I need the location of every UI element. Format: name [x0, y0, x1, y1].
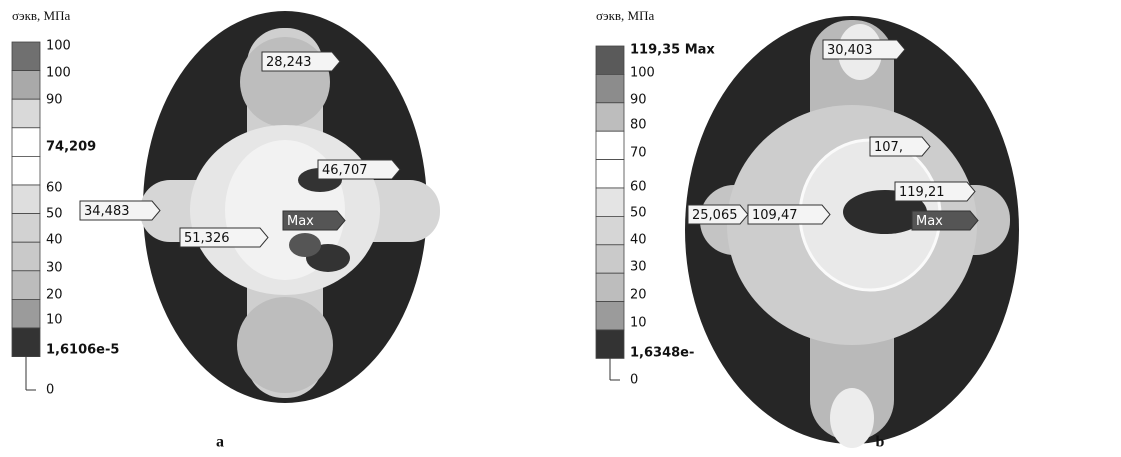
legend-label: 30 [630, 260, 647, 275]
model-b [685, 16, 1019, 448]
legend-swatch [596, 160, 624, 188]
legend-swatch [12, 71, 40, 100]
legend-label: 0 [46, 383, 54, 398]
legend-label: 60 [46, 181, 63, 196]
probe-label: 51,326 [184, 231, 230, 246]
probe-label: 28,243 [266, 55, 312, 70]
legend-swatch [596, 131, 624, 159]
legend-swatch [12, 214, 40, 243]
legend-swatch [596, 46, 624, 74]
legend-label: 20 [630, 288, 647, 303]
legend-label: 80 [630, 118, 647, 133]
legend-label: 74,209 [46, 140, 96, 155]
legend-swatch [596, 74, 624, 102]
panel-caption: a [216, 434, 224, 451]
figure: σэкв, МПа1001009074,2096050403020101,610… [0, 0, 1121, 457]
legend-swatch [596, 302, 624, 330]
probe-label: 107, [874, 140, 903, 155]
probe-label: 25,065 [692, 208, 738, 223]
axis-title: σэкв, МПа [12, 8, 70, 23]
probe-label: Max [916, 214, 943, 229]
legend-swatch [12, 185, 40, 214]
legend-swatch [596, 330, 624, 358]
legend-swatch [12, 271, 40, 300]
legend-label: 10 [630, 316, 647, 331]
legend-label: 1,6348e- [630, 346, 694, 361]
legend-swatch [12, 328, 40, 357]
legend-swatch [12, 242, 40, 271]
legend-label: 40 [46, 233, 63, 248]
legend-swatch [12, 156, 40, 185]
legend-label: 0 [630, 373, 638, 388]
probe-label: 34,483 [84, 204, 130, 219]
probe-label: 109,47 [752, 208, 798, 223]
legend-swatch [596, 273, 624, 301]
legend-label: 60 [630, 180, 647, 195]
legend-label: 90 [46, 93, 63, 108]
legend-label: 10 [46, 313, 63, 328]
legend-swatch [12, 99, 40, 128]
legend-label: 50 [630, 206, 647, 221]
legend-swatch [596, 245, 624, 273]
legend-swatch [596, 216, 624, 244]
legend-label: 119,35 Max [630, 43, 715, 58]
legend-label: 40 [630, 233, 647, 248]
legend-label: 90 [630, 93, 647, 108]
legend-swatch [596, 103, 624, 131]
axis-title: σэкв, МПа [596, 8, 654, 23]
legend-label: 50 [46, 207, 63, 222]
legend-swatch [12, 42, 40, 71]
probe-label: 30,403 [827, 43, 873, 58]
probe-label: Max [287, 214, 314, 229]
legend-label: 100 [46, 39, 71, 54]
legend-label: 100 [46, 66, 71, 81]
probe-label: 46,707 [322, 163, 368, 178]
page: σэкв, МПа1001009074,2096050403020101,610… [0, 0, 1121, 457]
panel-caption: b [876, 434, 885, 451]
legend-swatch [12, 299, 40, 328]
legend-swatch [12, 128, 40, 157]
probe-label: 119,21 [899, 185, 945, 200]
legend-label: 20 [46, 288, 63, 303]
legend-label: 70 [630, 146, 647, 161]
legend-label: 1,6106e-5 [46, 343, 119, 358]
legend-label: 30 [46, 261, 63, 276]
legend-swatch [596, 188, 624, 216]
legend-label: 100 [630, 66, 655, 81]
